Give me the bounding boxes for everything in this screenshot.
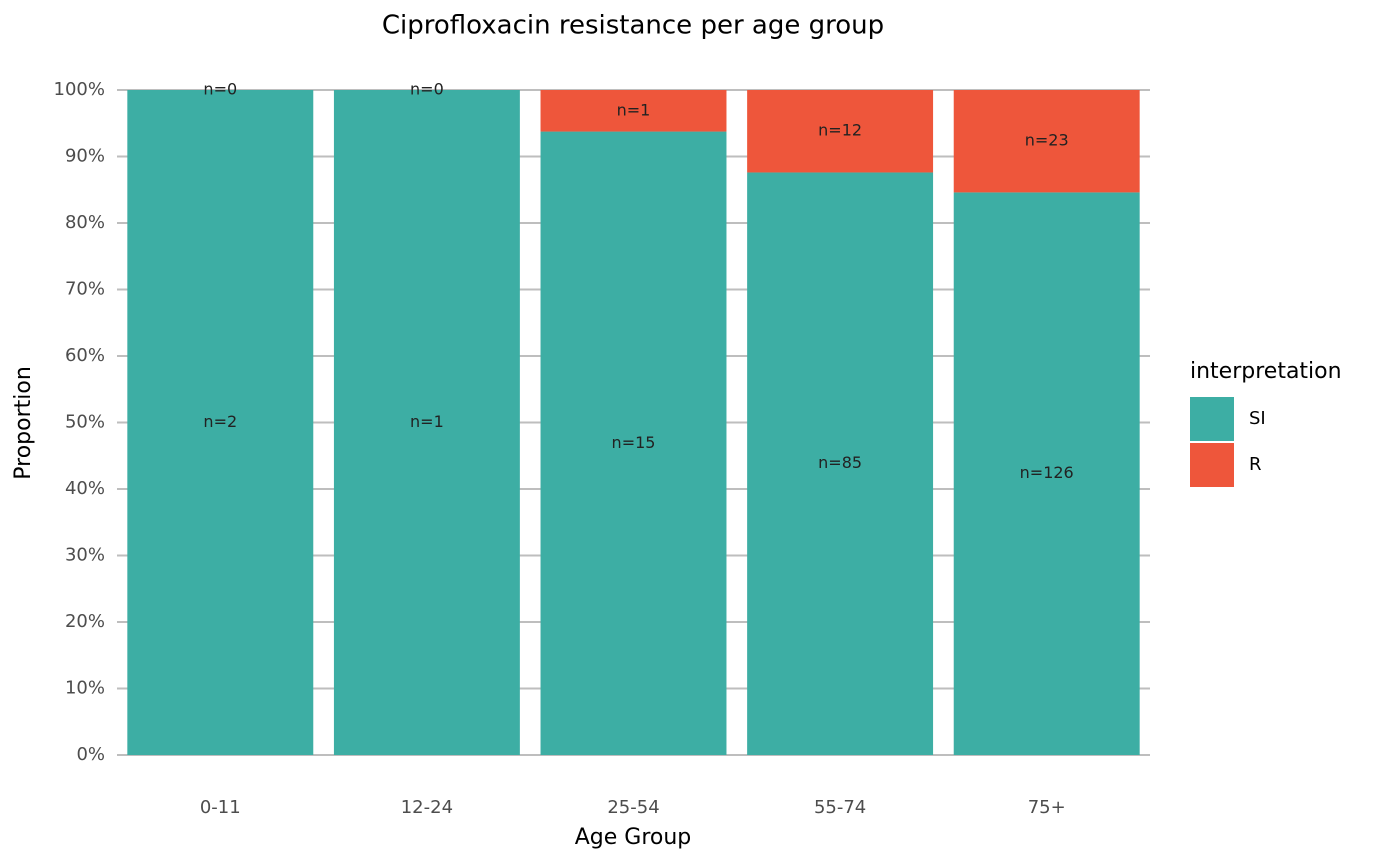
- bar-segment: [333, 90, 520, 755]
- segment-label: n=85: [818, 453, 862, 472]
- y-tick-label: 0%: [76, 744, 105, 765]
- legend-label: SI: [1249, 408, 1266, 429]
- legend-title: interpretation: [1190, 359, 1342, 384]
- y-tick-label: 20%: [65, 611, 105, 632]
- y-tick-label: 70%: [65, 279, 105, 300]
- y-tick-label: 10%: [65, 678, 105, 699]
- segment-label: n=0: [203, 80, 237, 99]
- segment-label: n=1: [410, 412, 444, 431]
- bar-segment: [540, 131, 727, 755]
- x-tick-label: 12-24: [401, 797, 453, 818]
- y-tick-label: 100%: [54, 79, 105, 100]
- bar-segment: [953, 192, 1140, 755]
- x-axis-title: Age Group: [575, 825, 692, 850]
- segment-label: n=12: [818, 121, 862, 140]
- y-tick-label: 90%: [65, 146, 105, 167]
- segment-label: n=2: [203, 412, 237, 431]
- segment-label: n=126: [1020, 463, 1074, 482]
- legend-swatch: [1190, 397, 1234, 441]
- legend-label: R: [1249, 454, 1262, 475]
- y-axis-title: Proportion: [11, 366, 36, 480]
- x-tick-label: 25-54: [607, 797, 659, 818]
- bar-segment: [953, 90, 1140, 193]
- segment-label: n=1: [617, 100, 651, 119]
- y-tick-label: 30%: [65, 545, 105, 566]
- y-tick-label: 60%: [65, 345, 105, 366]
- y-tick-label: 50%: [65, 412, 105, 433]
- bar-segment: [747, 172, 934, 755]
- x-tick-label: 55-74: [814, 797, 866, 818]
- segment-label: n=15: [612, 433, 656, 452]
- legend-swatch: [1190, 443, 1234, 487]
- x-tick-label: 0-11: [200, 797, 241, 818]
- y-tick-label: 40%: [65, 478, 105, 499]
- y-tick-label: 80%: [65, 212, 105, 233]
- bar-segment: [747, 90, 934, 173]
- segment-label: n=0: [410, 80, 444, 99]
- x-tick-label: 75+: [1028, 797, 1066, 818]
- segment-label: n=23: [1025, 131, 1069, 150]
- chart-title: Ciprofloxacin resistance per age group: [382, 11, 884, 41]
- bar-segment: [127, 90, 314, 755]
- bar-segment: [540, 90, 727, 132]
